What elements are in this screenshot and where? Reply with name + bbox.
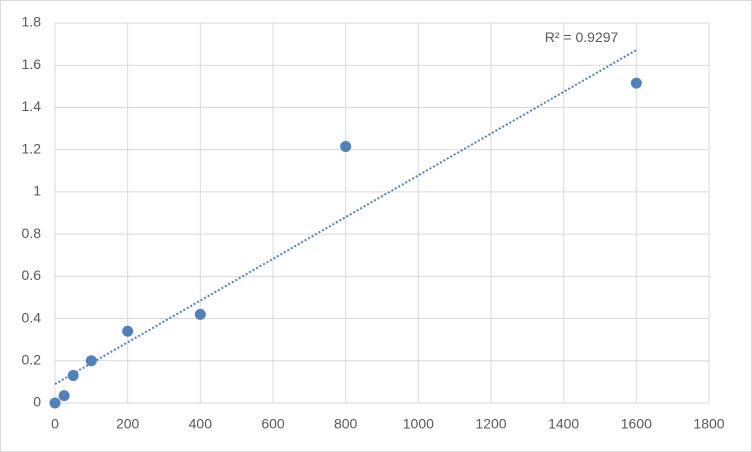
- data-point: [85, 355, 97, 367]
- y-tick-label: 1.2: [22, 140, 42, 156]
- y-tick-label: 1: [33, 183, 41, 199]
- x-tick-label: 0: [51, 416, 59, 432]
- data-point: [67, 370, 79, 382]
- x-tick-label: 1800: [693, 416, 724, 432]
- x-tick-label: 1400: [548, 416, 579, 432]
- y-tick-label: 0.8: [22, 225, 42, 241]
- data-point: [58, 390, 70, 402]
- y-tick-label: 0.4: [22, 309, 42, 325]
- y-tick-label: 1.4: [22, 98, 42, 114]
- x-tick-label: 800: [334, 416, 358, 432]
- data-point: [49, 397, 61, 409]
- data-point: [122, 325, 134, 337]
- data-point: [340, 141, 352, 152]
- y-tick-label: 1.8: [22, 14, 42, 30]
- annotation: R² = 0.9297: [545, 29, 619, 45]
- y-tick-label: 0.6: [22, 267, 42, 283]
- x-tick-label: 400: [189, 416, 213, 432]
- x-tick-label: 1200: [475, 416, 506, 432]
- x-tick-label: 1000: [403, 416, 434, 432]
- x-tick-label: 1600: [621, 416, 652, 432]
- y-tick-label: 0: [33, 394, 41, 410]
- y-tick-label: 0.2: [22, 351, 42, 367]
- x-tick-label: 200: [116, 416, 140, 432]
- x-tick-label: 600: [261, 416, 285, 432]
- data-point: [194, 308, 206, 320]
- data-point: [630, 77, 642, 89]
- y-tick-label: 1.6: [22, 56, 42, 72]
